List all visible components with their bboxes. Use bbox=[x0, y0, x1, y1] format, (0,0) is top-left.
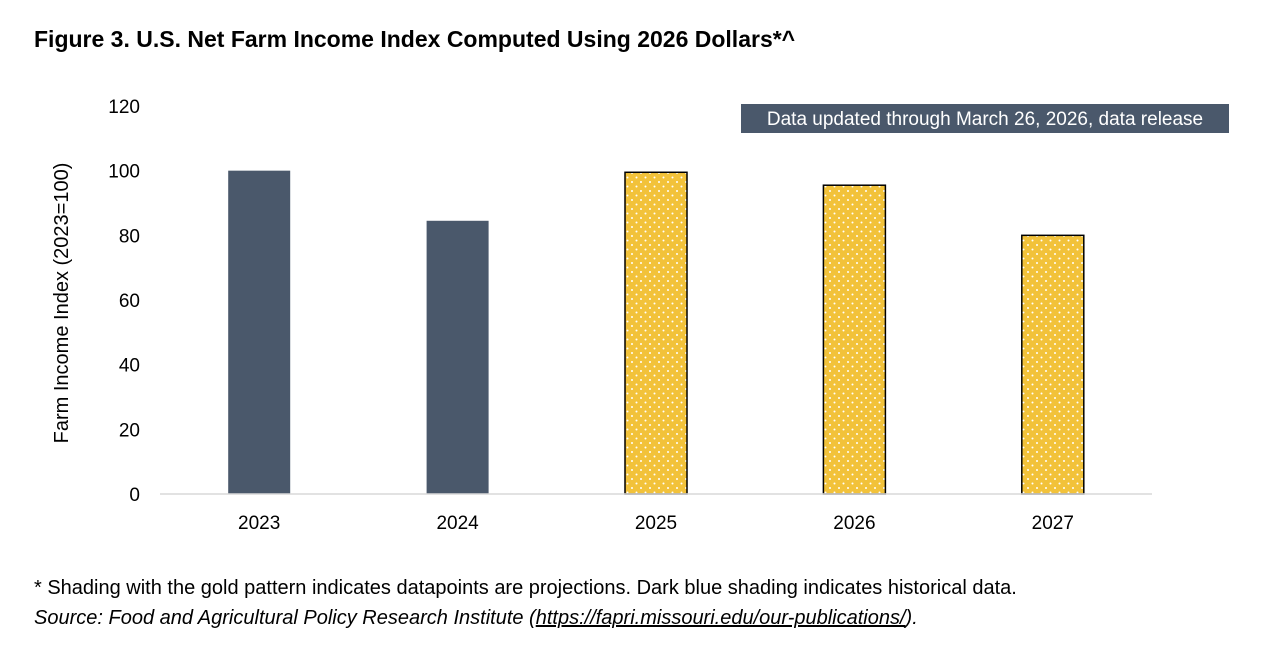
y-axis-ticks: 0 20 40 60 80 100 120 bbox=[108, 97, 140, 506]
x-tick-label-2025: 2025 bbox=[635, 513, 677, 534]
figure-title: Figure 3. U.S. Net Farm Income Index Com… bbox=[34, 26, 796, 52]
source-note: Source: Food and Agricultural Policy Res… bbox=[34, 607, 918, 630]
bar-2025 bbox=[624, 171, 688, 495]
x-tick-label-2023: 2023 bbox=[238, 513, 280, 534]
y-axis-label: Farm Income Index (2023=100) bbox=[51, 163, 73, 444]
source-link[interactable]: https://fapri.missouri.edu/our-publicati… bbox=[535, 607, 906, 629]
bar-2027 bbox=[1021, 234, 1085, 495]
y-tick-label: 80 bbox=[119, 226, 140, 247]
bar-chart: 0 20 40 60 80 100 120 Farm Income Index (2023=… bbox=[51, 97, 1229, 534]
source-suffix: ). bbox=[905, 607, 918, 629]
bar-2023 bbox=[228, 170, 291, 494]
x-tick-label-2027: 2027 bbox=[1032, 513, 1074, 534]
y-tick-label: 40 bbox=[119, 356, 140, 377]
x-tick-label-2024: 2024 bbox=[436, 513, 479, 534]
y-tick-label: 20 bbox=[119, 420, 140, 441]
x-tick-label-2026: 2026 bbox=[833, 513, 875, 534]
bars bbox=[228, 170, 1085, 495]
footnote: * Shading with the gold pattern indicate… bbox=[34, 577, 1017, 599]
bar-2026 bbox=[822, 184, 887, 495]
y-tick-label: 100 bbox=[108, 162, 140, 183]
y-tick-label: 120 bbox=[108, 97, 140, 118]
y-tick-label: 60 bbox=[119, 291, 140, 312]
x-axis-ticks: 2023 2024 2025 2026 2027 bbox=[238, 513, 1074, 534]
source-prefix: Source: Food and Agricultural Policy Res… bbox=[34, 607, 536, 629]
data-update-badge: Data updated through March 26, 2026, dat… bbox=[741, 104, 1229, 133]
badge-background bbox=[741, 104, 1229, 133]
y-tick-label: 0 bbox=[129, 485, 140, 506]
badge-text: Data updated through March 26, 2026, dat… bbox=[767, 109, 1203, 130]
bar-2024 bbox=[426, 220, 489, 495]
